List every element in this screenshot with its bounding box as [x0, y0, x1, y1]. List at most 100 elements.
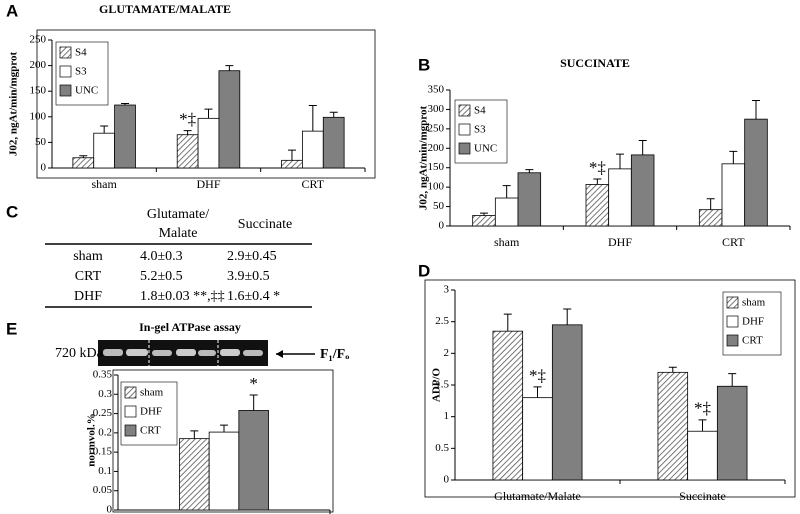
y-tick-label: 0 — [439, 220, 445, 232]
y-tick-label: 350 — [428, 84, 445, 96]
error-bar — [729, 150, 738, 164]
error-bar — [225, 65, 234, 71]
legend-label: CRT — [140, 425, 161, 437]
x-tick-label: Glutamate/Malate — [494, 489, 581, 503]
y-tick-label: 2.5 — [435, 315, 449, 327]
table-header: Glutamate/ — [147, 207, 209, 222]
legend-label: S3 — [474, 124, 486, 136]
chart-title: GLUTAMATE/MALATE — [99, 2, 231, 16]
error-bar — [121, 102, 130, 106]
y-tick-label: 200 — [428, 142, 445, 154]
table-cell: 3.9±0.5 — [227, 269, 270, 284]
legend-swatch — [458, 123, 471, 136]
x-tick-label: DHF — [196, 177, 220, 191]
annotation: *‡ — [694, 399, 711, 418]
legend-label: sham — [742, 297, 766, 309]
bar — [744, 118, 768, 227]
y-tick-label: 200 — [30, 59, 47, 71]
error-bar — [329, 111, 338, 118]
error-bar — [287, 149, 296, 161]
y-tick-label: 0.2 — [98, 426, 112, 438]
y-tick-label: 0.1 — [98, 465, 112, 477]
legend-swatch — [726, 296, 739, 309]
error-bar — [480, 212, 488, 216]
y-tick-label: 0.3 — [98, 388, 112, 400]
error-bar — [79, 155, 88, 158]
y-tick-label: 0 — [444, 474, 450, 486]
error-bar — [204, 108, 213, 119]
y-axis-label: ADP/O — [431, 367, 443, 402]
error-bar — [308, 105, 317, 132]
legend-swatch — [124, 405, 137, 418]
error-bar — [503, 313, 512, 332]
legend-swatch — [59, 46, 72, 59]
error-bar — [706, 198, 715, 210]
legend-swatch — [59, 84, 72, 97]
table-cell: 5.2±0.5 — [140, 269, 183, 284]
error-bar — [563, 308, 572, 325]
error-bar — [183, 130, 192, 135]
bar — [630, 154, 655, 227]
legend-swatch — [458, 104, 471, 117]
legend-label: UNC — [75, 85, 98, 97]
x-tick-label: sham — [91, 177, 117, 191]
annotation: *‡ — [529, 366, 546, 385]
error-bar — [728, 373, 737, 387]
bar — [93, 132, 115, 169]
bar — [657, 371, 689, 481]
error-bar — [616, 153, 624, 169]
legend-swatch — [124, 424, 137, 437]
legend-swatch — [458, 142, 471, 155]
error-bar — [249, 394, 258, 411]
bar — [608, 168, 632, 227]
bar — [114, 104, 136, 169]
annotation: * — [249, 374, 258, 393]
y-tick-label: 1.5 — [435, 379, 449, 391]
y-tick-label: 0 — [41, 162, 47, 174]
y-tick-label: 250 — [428, 122, 445, 134]
y-axis-label: normvol.% — [86, 413, 98, 466]
x-tick-label: DHF — [608, 235, 632, 249]
y-tick-label: 2 — [444, 347, 450, 359]
chart-frame — [424, 279, 796, 498]
chart-frame — [112, 369, 334, 513]
y-tick-label: 0 — [107, 504, 113, 514]
x-tick-label: CRT — [302, 177, 325, 191]
y-tick-label: 0.05 — [93, 484, 113, 496]
annotation: *‡ — [179, 110, 196, 129]
error-bar — [100, 125, 109, 134]
panel-letter: A — [6, 1, 18, 20]
legend-swatch — [726, 334, 739, 347]
gel-image — [98, 340, 268, 366]
legend-label: S4 — [474, 105, 486, 117]
error-bar — [638, 140, 647, 155]
bar — [585, 184, 610, 227]
x-tick-label: CRT — [722, 235, 745, 249]
table-cell: 1.8±0.03 **,‡‡ — [140, 289, 225, 304]
bar — [238, 410, 269, 511]
error-bar — [752, 99, 760, 120]
panel-letter: C — [6, 202, 18, 221]
table-cell: 2.9±0.45 — [227, 249, 277, 264]
legend-label: DHF — [742, 316, 764, 328]
error-bar — [533, 386, 542, 398]
bar — [322, 116, 345, 169]
x-tick-label: Succinate — [679, 489, 726, 503]
bar — [494, 197, 519, 227]
y-tick-label: 150 — [428, 161, 445, 173]
y-tick-label: 100 — [428, 181, 445, 193]
y-tick-label: 100 — [30, 110, 47, 122]
table-cell: DHF — [74, 289, 102, 304]
y-tick-label: 0.15 — [93, 446, 113, 458]
bar — [72, 157, 95, 169]
bar — [551, 324, 583, 481]
error-bar — [525, 169, 534, 173]
y-tick-label: 1 — [444, 410, 450, 422]
gel-arrow-head — [276, 350, 283, 358]
bar — [281, 159, 303, 169]
error-bar — [502, 185, 511, 199]
bar — [687, 430, 718, 481]
legend-swatch — [124, 386, 137, 399]
chart-frame — [36, 29, 376, 179]
